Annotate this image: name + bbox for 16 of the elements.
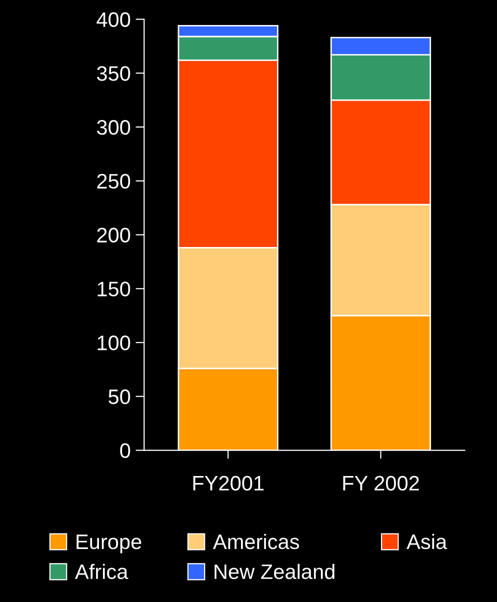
y-tick-label: 150 [98,282,130,296]
legend-label: Asia [406,534,448,550]
y-tick-label: 50 [108,389,130,404]
x-tick-label: FY2001 [193,476,264,491]
y-tick-label: 100 [98,336,130,350]
y-tick-label: 250 [97,174,130,189]
legend-label: Africa [74,564,128,580]
x-tick-label: FY 2002 [343,476,419,491]
legend-label: Europe [76,534,142,554]
y-tick-label: 400 [96,12,130,28]
legend-label: Americas [212,534,300,550]
legend-label: New Zealand [214,564,334,580]
y-tick-label: 0 [120,443,130,458]
y-tick-label: 350 [96,66,130,81]
y-tick-label: 300 [96,120,130,135]
y-tick-label: 200 [97,228,130,243]
